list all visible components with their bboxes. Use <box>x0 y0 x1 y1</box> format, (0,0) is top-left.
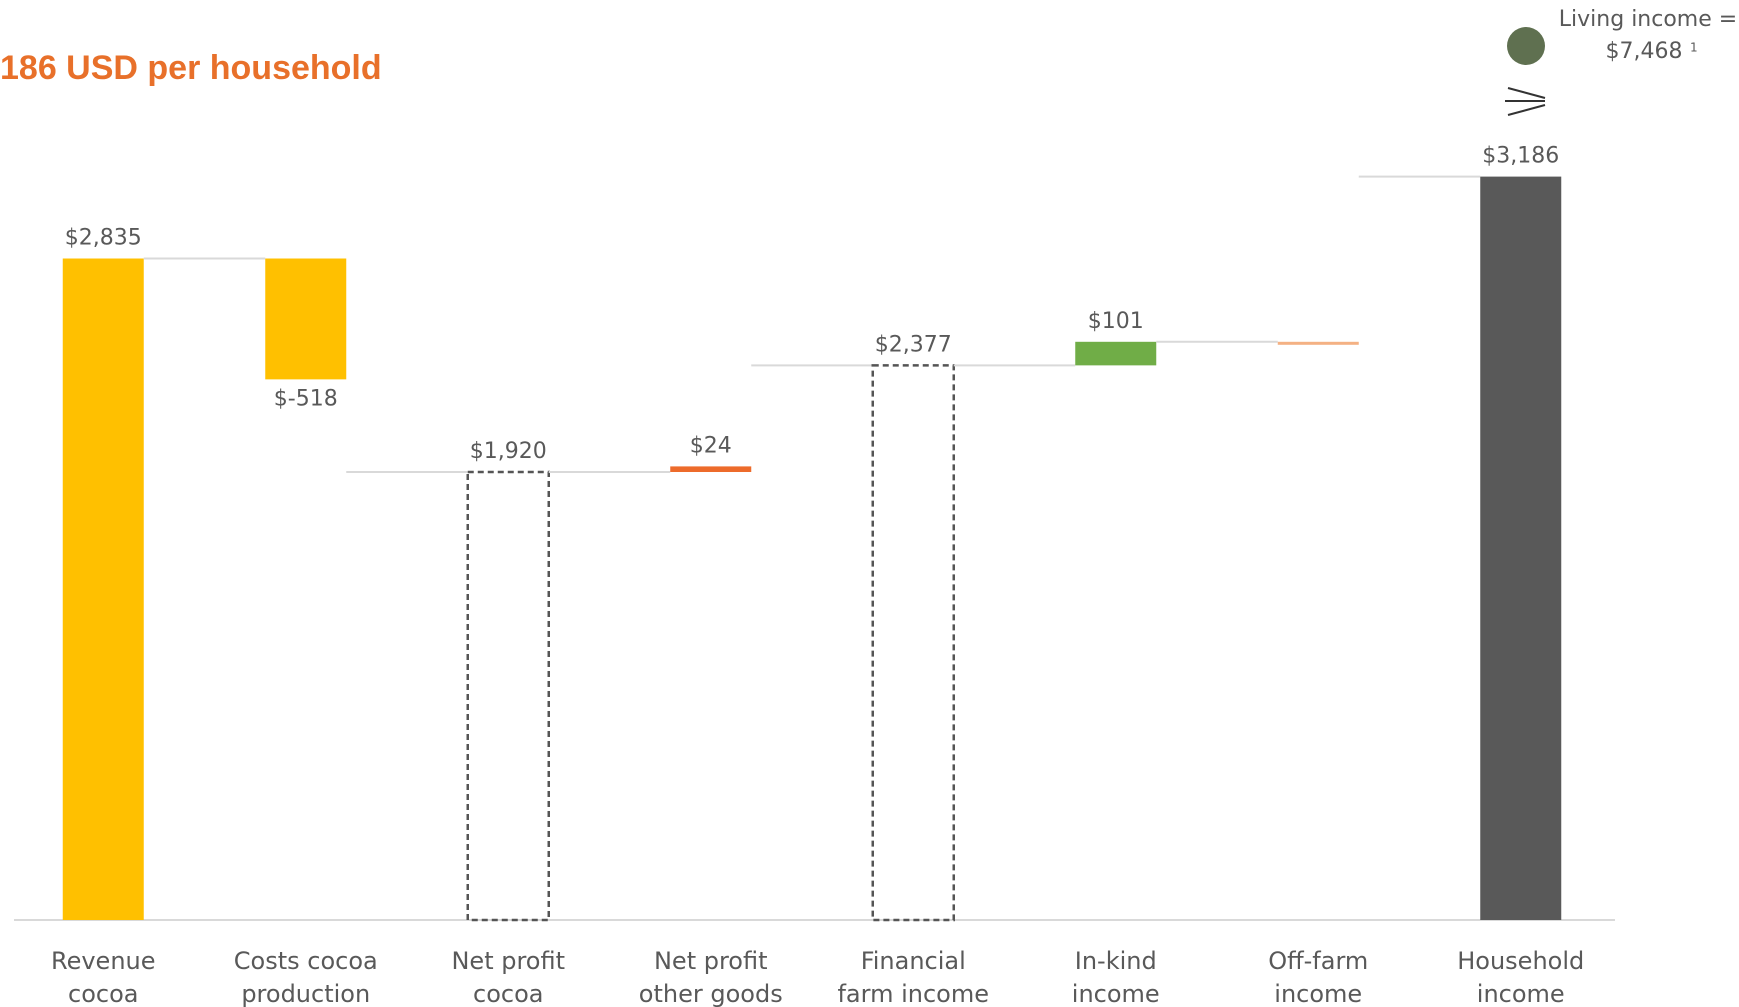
value-label: $3,186 <box>1482 144 1559 169</box>
value-label: $2,377 <box>875 332 952 357</box>
x-tick-label: cocoa <box>68 980 138 1007</box>
bar <box>62 258 144 920</box>
bar <box>871 364 955 922</box>
bar <box>265 258 347 380</box>
break-mark <box>1505 87 1546 116</box>
value-label: $1,920 <box>470 439 547 464</box>
value-label: $2,835 <box>65 226 142 251</box>
bar <box>1480 176 1562 921</box>
x-tick-label: Net profit <box>451 947 565 975</box>
bar <box>466 470 550 922</box>
x-tick-label: income <box>1072 980 1160 1007</box>
x-tick-label: production <box>241 980 370 1007</box>
x-tick-label: farm income <box>837 980 989 1007</box>
chart-title: 186 USD per household <box>0 49 382 87</box>
value-label: $24 <box>690 433 732 458</box>
x-tick-label: In-kind <box>1075 947 1157 975</box>
bar <box>1277 341 1359 345</box>
value-label: $101 <box>1088 309 1144 334</box>
bar <box>1075 341 1157 366</box>
x-tick-label: cocoa <box>473 980 543 1007</box>
bar <box>670 466 752 472</box>
x-tick-label: Financial <box>861 947 966 975</box>
x-tick-label: Off-farm <box>1268 947 1368 975</box>
x-tick-label: Net profit <box>654 947 768 975</box>
legend-dot <box>1507 27 1545 65</box>
x-tick-label: Revenue <box>51 947 156 975</box>
legend-note: 1 <box>1690 41 1698 55</box>
x-tick-label: other goods <box>639 980 783 1007</box>
legend-value: $7,468 <box>1606 39 1683 64</box>
x-tick-label: Costs cocoa <box>234 947 378 975</box>
legend-text: Living income = <box>1559 7 1737 32</box>
x-tick-label: Household <box>1457 947 1584 975</box>
value-label: $-518 <box>274 386 338 411</box>
x-tick-label: income <box>1477 980 1565 1007</box>
x-tick-label: income <box>1274 980 1362 1007</box>
